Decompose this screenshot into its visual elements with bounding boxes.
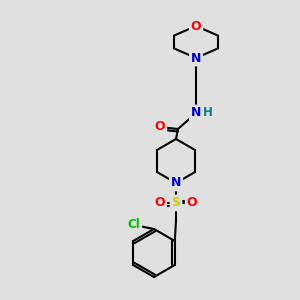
Text: O: O bbox=[191, 20, 201, 32]
Text: O: O bbox=[155, 196, 165, 209]
Text: Cl: Cl bbox=[128, 218, 140, 232]
Text: N: N bbox=[191, 106, 201, 119]
Text: N: N bbox=[171, 176, 181, 190]
Text: O: O bbox=[155, 121, 165, 134]
Text: H: H bbox=[203, 106, 213, 119]
Text: N: N bbox=[191, 52, 201, 64]
Text: O: O bbox=[187, 196, 197, 209]
Text: S: S bbox=[172, 196, 181, 209]
